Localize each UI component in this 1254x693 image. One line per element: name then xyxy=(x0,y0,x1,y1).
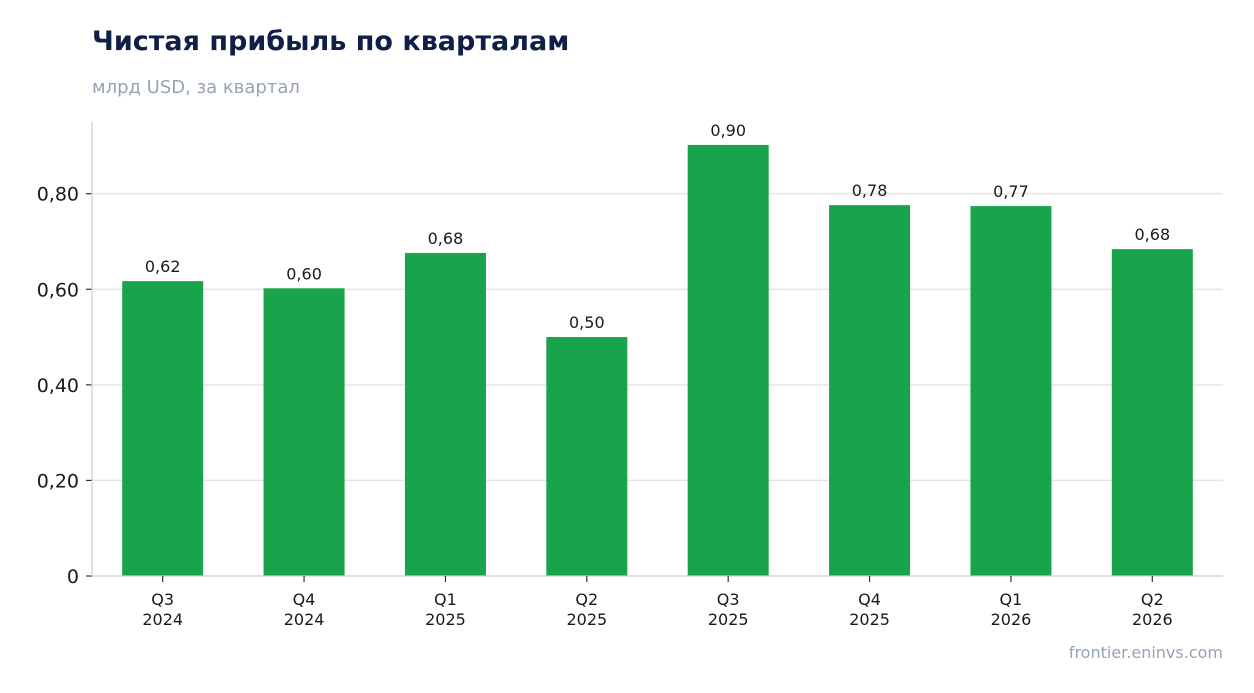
x-tick-label-line: Q3 xyxy=(717,590,740,609)
grid-lines xyxy=(92,192,1223,482)
x-tick-label: Q4 2025 xyxy=(849,590,890,629)
x-tick-label-line: Q1 xyxy=(434,590,457,609)
bar xyxy=(687,144,769,576)
x-tick-label: Q3 2025 xyxy=(708,590,749,629)
x-tick-label: Q1 2026 xyxy=(991,590,1032,629)
bar xyxy=(829,205,911,576)
x-tick-label-line: Q2 xyxy=(575,590,598,609)
x-tick-label-line: Q4 xyxy=(858,590,881,609)
x-tick-label-line: Q4 xyxy=(293,590,316,609)
data-label: 0,68 xyxy=(428,229,464,248)
y-tick-label: 0 xyxy=(67,566,79,588)
x-tick-label-line: Q3 xyxy=(151,590,174,609)
x-tick-label: Q4 2024 xyxy=(284,590,325,629)
y-tick-label: 0,60 xyxy=(37,279,79,301)
x-tick-label: Q2 2026 xyxy=(1132,590,1173,629)
bar xyxy=(404,252,486,576)
data-label: 0,60 xyxy=(286,264,322,283)
x-tick-label-line: 2026 xyxy=(1132,610,1173,629)
chart-subtitle: млрд USD, за квартал xyxy=(92,77,300,98)
bar xyxy=(970,206,1052,576)
bar xyxy=(546,337,628,576)
x-tick-label-line: 2025 xyxy=(425,610,466,629)
x-tick-label-line: Q2 xyxy=(1141,590,1164,609)
x-tick-label: Q3 2024 xyxy=(142,590,183,629)
x-tick-label: Q2 2025 xyxy=(566,590,607,629)
x-tick-label-line: 2025 xyxy=(849,610,890,629)
y-tick-label: 0,80 xyxy=(37,184,79,206)
bar xyxy=(122,281,204,576)
bar xyxy=(1111,249,1193,576)
data-labels: 0,62 0,60 0,68 0,50 0,90 0,78 0,77 0,68 xyxy=(145,121,1170,332)
y-tick-label: 0,40 xyxy=(37,375,79,397)
x-tick-label-line: Q1 xyxy=(1000,590,1023,609)
x-tick-label: Q1 2025 xyxy=(425,590,466,629)
data-label: 0,68 xyxy=(1135,225,1171,244)
y-tick-label: 0,20 xyxy=(37,470,79,492)
bar xyxy=(263,288,345,576)
x-tick-label-line: 2025 xyxy=(708,610,749,629)
data-label: 0,90 xyxy=(710,121,746,140)
data-label: 0,77 xyxy=(993,182,1029,201)
x-tick-label-line: 2026 xyxy=(991,610,1032,629)
x-tick-label-line: 2025 xyxy=(566,610,607,629)
data-label: 0,78 xyxy=(852,181,888,200)
x-tick-label-line: 2024 xyxy=(284,610,325,629)
x-tick-label-line: 2024 xyxy=(142,610,183,629)
bars xyxy=(122,144,1193,576)
data-label: 0,50 xyxy=(569,313,605,332)
data-label: 0,62 xyxy=(145,257,181,276)
source-credit: frontier.eninvs.com xyxy=(1068,643,1223,662)
chart-title: Чистая прибыль по кварталам xyxy=(92,26,570,57)
